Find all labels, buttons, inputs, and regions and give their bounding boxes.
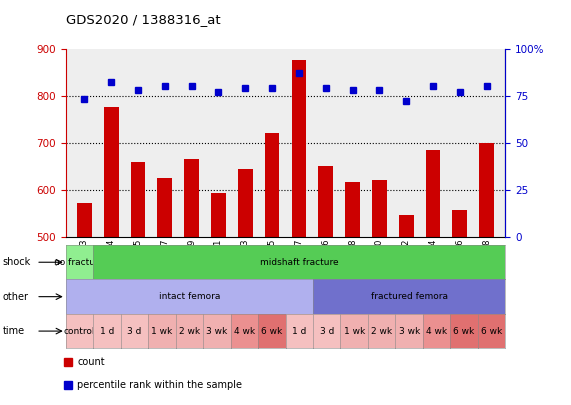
Text: shock: shock <box>3 257 31 267</box>
Text: 4 wk: 4 wk <box>234 326 255 336</box>
Text: control: control <box>63 326 95 336</box>
Text: 6 wk: 6 wk <box>261 326 283 336</box>
Bar <box>265 133 279 237</box>
Bar <box>238 168 252 237</box>
Text: no fracture: no fracture <box>54 258 104 267</box>
Text: fractured femora: fractured femora <box>371 292 448 301</box>
Bar <box>345 182 360 237</box>
Bar <box>77 203 92 237</box>
Text: 4 wk: 4 wk <box>426 326 447 336</box>
Text: time: time <box>3 326 25 336</box>
Text: other: other <box>3 292 29 302</box>
Bar <box>211 193 226 237</box>
Text: 3 wk: 3 wk <box>206 326 227 336</box>
Bar <box>319 166 333 237</box>
Text: 1 d: 1 d <box>100 326 114 336</box>
Bar <box>104 107 119 237</box>
Bar <box>399 215 413 237</box>
Bar <box>425 150 440 237</box>
Text: midshaft fracture: midshaft fracture <box>260 258 339 267</box>
Bar <box>131 162 146 237</box>
Text: 1 wk: 1 wk <box>151 326 172 336</box>
Text: 6 wk: 6 wk <box>481 326 502 336</box>
Text: 6 wk: 6 wk <box>453 326 475 336</box>
Text: 2 wk: 2 wk <box>179 326 200 336</box>
Bar <box>452 210 467 237</box>
Bar <box>158 178 172 237</box>
Text: percentile rank within the sample: percentile rank within the sample <box>77 380 242 390</box>
Text: 1 wk: 1 wk <box>344 326 365 336</box>
Text: GDS2020 / 1388316_at: GDS2020 / 1388316_at <box>66 13 220 26</box>
Text: 3 d: 3 d <box>320 326 334 336</box>
Text: intact femora: intact femora <box>159 292 220 301</box>
Bar <box>372 181 387 237</box>
Text: count: count <box>77 357 105 367</box>
Bar <box>184 159 199 237</box>
Text: 2 wk: 2 wk <box>371 326 392 336</box>
Text: 3 wk: 3 wk <box>399 326 420 336</box>
Bar <box>479 143 494 237</box>
Bar <box>292 60 306 237</box>
Text: 1 d: 1 d <box>292 326 307 336</box>
Text: 3 d: 3 d <box>127 326 142 336</box>
